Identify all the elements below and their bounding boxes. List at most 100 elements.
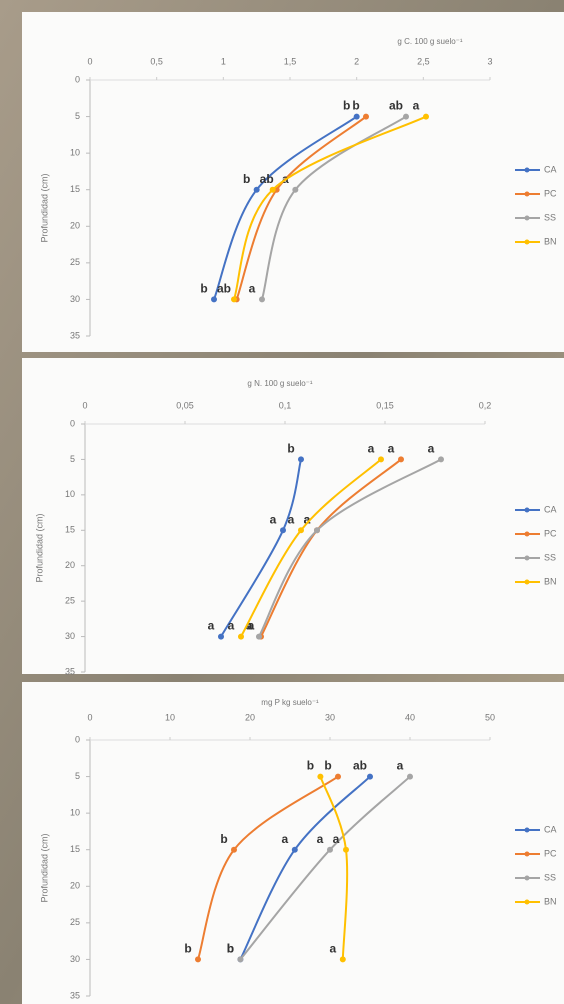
significance-letter: b xyxy=(184,942,191,956)
significance-letter: ab xyxy=(353,759,367,773)
legend-label: SS xyxy=(544,872,556,882)
y-tick-label: 5 xyxy=(75,111,80,121)
data-point xyxy=(340,956,346,962)
data-point xyxy=(438,456,444,462)
x-axis-title: mg P kg suelo⁻¹ xyxy=(261,698,319,707)
y-tick-label: 35 xyxy=(65,666,75,676)
data-point xyxy=(363,114,369,120)
panel xyxy=(22,682,564,1004)
legend-marker xyxy=(525,168,530,173)
significance-letter: a xyxy=(397,759,404,773)
data-point xyxy=(317,774,323,780)
y-axis-title: Profundidad (cm) xyxy=(39,173,49,242)
legend-label: PC xyxy=(544,188,557,198)
significance-letter: b xyxy=(200,282,207,296)
significance-letter: b xyxy=(352,99,359,113)
data-point xyxy=(367,774,373,780)
page: g C. 100 g suelo⁻¹ Profundidad (cm) 0 0,5 1 1… xyxy=(0,0,564,1004)
y-tick-label: 15 xyxy=(70,844,80,854)
x-tick-label: 0,5 xyxy=(150,56,163,66)
y-tick-label: 10 xyxy=(65,489,75,499)
y-tick-label: 30 xyxy=(70,294,80,304)
data-point xyxy=(335,774,341,780)
significance-letter: a xyxy=(249,282,256,296)
x-tick-label: 50 xyxy=(485,712,495,722)
y-axis-title: Profundidad (cm) xyxy=(39,833,49,902)
x-tick-label: 0,2 xyxy=(479,400,492,410)
data-point xyxy=(403,114,409,120)
y-tick-label: 0 xyxy=(70,418,75,428)
data-point xyxy=(259,296,265,302)
x-tick-label: 1 xyxy=(221,56,226,66)
data-point xyxy=(231,847,237,853)
data-point xyxy=(327,847,333,853)
legend-marker xyxy=(525,240,530,245)
data-point xyxy=(292,187,298,193)
significance-letter: b xyxy=(220,832,227,846)
data-point xyxy=(378,456,384,462)
legend-label: SS xyxy=(544,552,556,562)
legend-label: BN xyxy=(544,896,557,906)
x-tick-label: 3 xyxy=(487,56,492,66)
data-point xyxy=(280,527,286,533)
data-point xyxy=(292,847,298,853)
y-tick-label: 35 xyxy=(70,330,80,340)
data-point xyxy=(211,296,217,302)
x-tick-label: 2 xyxy=(354,56,359,66)
x-tick-label: 0,15 xyxy=(376,400,394,410)
data-point xyxy=(314,527,320,533)
significance-letter: a xyxy=(281,832,288,846)
legend-label: PC xyxy=(544,528,557,538)
legend-label: CA xyxy=(544,824,557,834)
y-tick-label: 20 xyxy=(65,560,75,570)
y-tick-label: 20 xyxy=(70,881,80,891)
significance-letter: ab xyxy=(217,282,231,296)
legend-marker xyxy=(525,216,530,221)
data-point xyxy=(237,956,243,962)
significance-letter: a xyxy=(428,442,435,456)
y-tick-label: 5 xyxy=(75,771,80,781)
significance-letter: a xyxy=(208,619,215,633)
x-axis-title: g C. 100 g suelo⁻¹ xyxy=(397,37,462,46)
data-point xyxy=(423,114,429,120)
significance-letter: a xyxy=(317,832,324,846)
significance-letter: a xyxy=(228,619,235,633)
x-tick-label: 20 xyxy=(245,712,255,722)
y-tick-label: 25 xyxy=(70,257,80,267)
data-point xyxy=(298,527,304,533)
y-tick-label: 15 xyxy=(65,525,75,535)
data-point xyxy=(270,187,276,193)
x-tick-label: 0,05 xyxy=(176,400,194,410)
legend-label: BN xyxy=(544,236,557,246)
x-tick-label: 1,5 xyxy=(284,56,297,66)
y-tick-label: 10 xyxy=(70,808,80,818)
x-tick-label: 2,5 xyxy=(417,56,430,66)
y-axis-title: Profundidad (cm) xyxy=(34,513,44,582)
y-tick-label: 0 xyxy=(75,74,80,84)
y-tick-label: 5 xyxy=(70,454,75,464)
significance-letter: a xyxy=(413,99,420,113)
data-point xyxy=(254,187,260,193)
legend-marker xyxy=(525,852,530,857)
x-tick-label: 40 xyxy=(405,712,415,722)
y-tick-label: 20 xyxy=(70,221,80,231)
x-tick-label: 0 xyxy=(82,400,87,410)
data-point xyxy=(231,296,237,302)
y-tick-label: 35 xyxy=(70,990,80,1000)
significance-letter: a xyxy=(333,832,340,846)
legend-label: SS xyxy=(544,212,556,222)
y-tick-label: 30 xyxy=(70,954,80,964)
x-tick-label: 30 xyxy=(325,712,335,722)
significance-letter: b xyxy=(227,942,234,956)
y-tick-label: 30 xyxy=(65,631,75,641)
data-point xyxy=(238,634,244,640)
significance-letter: ab xyxy=(389,99,403,113)
x-tick-label: 10 xyxy=(165,712,175,722)
x-tick-label: 0,1 xyxy=(279,400,292,410)
significance-letter: a xyxy=(329,942,336,956)
significance-letter: ab xyxy=(260,172,274,186)
legend-marker xyxy=(525,580,530,585)
data-point xyxy=(218,634,224,640)
legend-marker xyxy=(525,556,530,561)
legend-marker xyxy=(525,828,530,833)
